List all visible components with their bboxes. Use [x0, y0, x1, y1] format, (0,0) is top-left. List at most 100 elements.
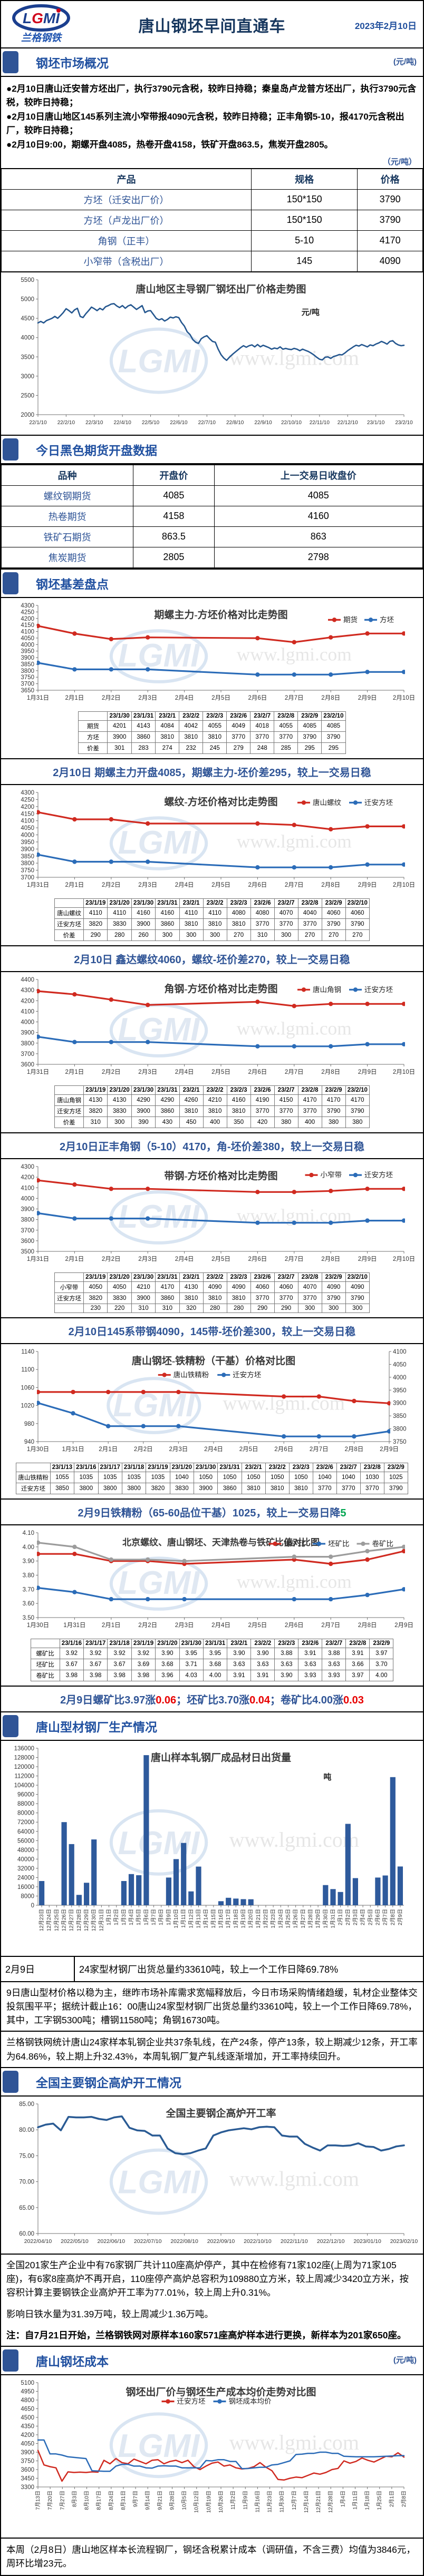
- svg-text:1月24日: 1月24日: [277, 1909, 284, 1928]
- table-cell: 310: [155, 1303, 180, 1313]
- date-header: 23/2/10: [345, 1085, 370, 1095]
- svg-text:2月2日: 2月2日: [102, 882, 121, 888]
- report-date: 2023年2月10日: [354, 21, 417, 31]
- svg-text:3750: 3750: [21, 674, 34, 681]
- section-tab: [3, 2349, 18, 2372]
- bullet-item: ●2月10日9:00，期螺开盘4085，热卷开盘4158，铁矿开盘863.5，焦…: [6, 140, 333, 150]
- row-label: 迁安方坯: [54, 918, 84, 930]
- table-row: 热卷期货 4158 4160: [1, 505, 423, 527]
- caption-ratios: 2月9日螺矿比3.97涨0.06；坯矿比3.70涨0.04；卷矿比4.00涨0.…: [1, 1685, 423, 1711]
- svg-text:3900: 3900: [21, 655, 34, 661]
- data-table-angle: 23/1/19 23/1/20 23/1/30 23/1/31 23/2/1 23/2/2…: [1, 1084, 423, 1132]
- legend-label: 迁安方坯: [364, 798, 393, 806]
- svg-text:www.lgmi.com: www.lgmi.com: [229, 346, 359, 369]
- svg-text:12月14日: 12月14日: [303, 2491, 310, 2513]
- svg-text:3850: 3850: [21, 853, 34, 859]
- svg-text:10月19日: 10月19日: [206, 2491, 212, 2513]
- table-cell: 1035: [74, 1471, 99, 1483]
- cost-note: 本周（2月8日）唐山地区样本长流程钢厂，钢坯含税累计成本（调研值，不含三费）均值…: [1, 2538, 423, 2575]
- svg-text:1月31日: 1月31日: [27, 695, 49, 701]
- svg-text:80000: 80000: [17, 1810, 34, 1816]
- chart-title: 期螺主力-方坯价格对比走势图: [154, 609, 287, 621]
- legend-label: 迁安方坯: [177, 2397, 206, 2405]
- svg-text:3800: 3800: [21, 1217, 34, 1223]
- table-cell: 300: [274, 929, 298, 941]
- chart-angle-vs-billet: LGMI www.lgmi.com 3600 3700 3800 3900 4000 4100…: [1, 972, 423, 1084]
- svg-text:1月17日: 1月17日: [225, 1909, 232, 1928]
- section-title: 唐山型材钢厂生产情况: [36, 1720, 157, 1734]
- svg-text:LGMI: LGMI: [23, 10, 60, 26]
- table-cell: 3.67: [83, 1658, 108, 1670]
- bullet-item: ●2月10日唐山迁安普方坯出厂，执行3790元含税，较昨日持稳；秦皇岛卢龙普方坯…: [6, 84, 417, 107]
- date-header: 23/2/1: [241, 1462, 266, 1472]
- legend-label: 迁安方坯: [233, 1370, 261, 1378]
- date-header: 23/1/30: [107, 711, 132, 721]
- table-cell: 420: [250, 1116, 275, 1128]
- table-cell: 3770: [250, 918, 275, 930]
- svg-text:8月31日: 8月31日: [120, 2491, 127, 2510]
- svg-text:2月6日: 2月6日: [274, 1446, 293, 1453]
- table-cell: 4090: [203, 1281, 227, 1293]
- date-header: 23/1/20: [107, 898, 132, 908]
- column-header: 产品: [1, 168, 252, 190]
- table-cell: 3770: [336, 1482, 361, 1494]
- svg-text:2022/07/10: 2022/07/10: [134, 2238, 162, 2245]
- svg-text:2月3日: 2月3日: [175, 1622, 194, 1629]
- furnace-note: 注：自7月21日开始，兰格钢铁网对原样本160家571座高炉样本进行更换，新样本…: [6, 2329, 407, 2340]
- table-cell: 4060: [250, 1281, 275, 1293]
- svg-text:3650: 3650: [21, 688, 34, 694]
- table-row: 迁安方坯 3850 3800 3800 3800 3820 3830 3900 3860 3810…: [16, 1482, 408, 1494]
- svg-text:2月5日: 2月5日: [239, 1446, 258, 1453]
- date-header: 23/2/10: [321, 711, 346, 721]
- table-cell: 3770: [297, 1292, 322, 1304]
- svg-text:2月10日: 2月10日: [393, 695, 415, 701]
- svg-text:1月10日: 1月10日: [173, 1909, 179, 1928]
- table-cell: 4018: [250, 720, 275, 732]
- legend-label: 唐山螺纹: [313, 798, 341, 806]
- table-cell: 4160: [155, 907, 180, 919]
- section-production: 唐山型材钢厂生产情况: [1, 1712, 423, 1741]
- svg-text:2月1日: 2月1日: [102, 1622, 121, 1629]
- table-cell: 3810: [155, 731, 180, 743]
- date-header: 23/2/3: [203, 711, 227, 721]
- svg-text:1100: 1100: [21, 1367, 34, 1373]
- svg-text:2022/10/10: 2022/10/10: [244, 2238, 272, 2245]
- svg-text:2月3日: 2月3日: [138, 1069, 157, 1075]
- svg-text:8月24日: 8月24日: [108, 2491, 114, 2510]
- chart-svg: LGMI www.lgmi.com 0 8000 16000 24000 32000 4000…: [14, 1746, 404, 1931]
- svg-text:www.lgmi.com: www.lgmi.com: [229, 1827, 359, 1851]
- table-cell: 3790: [383, 1482, 408, 1494]
- table-cell: 3.63: [274, 1658, 299, 1670]
- table-cell: 3770: [297, 918, 322, 930]
- data-table-strip: 23/1/19 23/1/20 23/1/30 23/1/31 23/2/1 23/2/2…: [1, 1271, 423, 1317]
- svg-text:1月31日: 1月31日: [330, 1909, 336, 1928]
- svg-text:4200: 4200: [21, 998, 34, 1004]
- chart-daily-shipment: LGMI www.lgmi.com 0 8000 16000 24000 32000 4000…: [1, 1741, 423, 1956]
- row-label: 期货: [78, 720, 108, 732]
- lgmi-watermark: LGMI www.lgmi.com: [109, 2148, 359, 2215]
- section-tab: [3, 438, 18, 461]
- table-cell: 4290: [155, 1094, 180, 1106]
- table-cell: 150*150: [250, 189, 358, 210]
- table-cell: 4.00: [369, 1669, 394, 1681]
- table-cell: 3900: [107, 731, 132, 743]
- svg-text:2月8日: 2月8日: [321, 1256, 340, 1262]
- table-row: 角钢（正丰） 5-10 4170: [1, 230, 423, 251]
- svg-text:12月24日: 12月24日: [46, 1909, 52, 1931]
- svg-text:7月13日: 7月13日: [35, 2491, 41, 2510]
- svg-text:12月21日: 12月21日: [315, 2491, 322, 2513]
- table-cell: 3.67: [59, 1658, 84, 1670]
- table-cell: 1035: [98, 1471, 122, 1483]
- svg-text:22/5/10: 22/5/10: [142, 420, 160, 426]
- svg-text:1月19日: 1月19日: [240, 1909, 246, 1928]
- table-cell: 220: [107, 1303, 132, 1313]
- table-cell: 3810: [179, 918, 204, 930]
- furnace-paragraph: 影响日铁水量为31.39万吨，较上周减少1.36万吨。: [6, 2308, 214, 2319]
- svg-text:4250: 4250: [21, 609, 34, 615]
- svg-text:LGMI: LGMI: [118, 2428, 201, 2464]
- chart-cost-comparison: LGMI www.lgmi.com 3300 3450 3600 3750 3900 4050…: [1, 2375, 423, 2538]
- table-cell: 300: [203, 929, 227, 941]
- chart-svg: LGMI www.lgmi.com 3300 3450 3600 3750 3900 4050…: [21, 2380, 407, 2513]
- svg-text:128000: 128000: [14, 1755, 34, 1761]
